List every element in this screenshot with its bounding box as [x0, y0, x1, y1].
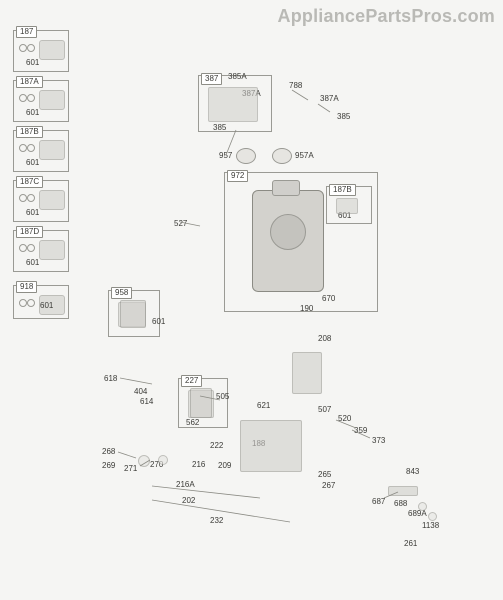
inset-box-label-387: 387: [201, 73, 222, 85]
misc-part: [428, 512, 437, 521]
tank-neck: [272, 180, 300, 196]
part-number: 209: [218, 462, 231, 470]
callout-num: 562: [186, 419, 199, 427]
misc-part: [292, 352, 322, 394]
inset-part: [208, 87, 258, 122]
callout-num: 601: [26, 209, 39, 217]
watermark: AppliancePartsPros.com: [278, 6, 495, 27]
part-number: 359: [354, 427, 367, 435]
part-number: 614: [140, 398, 153, 406]
side-box-label-187B: 187B: [16, 126, 43, 138]
inset-box-label-958: 958: [111, 287, 132, 299]
part-number: 527: [174, 220, 187, 228]
part-number: 520: [338, 415, 351, 423]
hose-section: [39, 40, 65, 60]
hose-clip-icon: [19, 144, 27, 152]
misc-part: [240, 420, 302, 472]
part-number: 261: [404, 540, 417, 548]
misc-part: [418, 502, 427, 511]
part-number: 269: [102, 462, 115, 470]
part-number: 621: [257, 402, 270, 410]
hose-clip-icon: [27, 299, 35, 307]
side-box-label-918: 918: [16, 281, 37, 293]
part-number: 271: [124, 465, 137, 473]
hose-clip-icon: [19, 299, 27, 307]
side-box-label-187D: 187D: [16, 226, 43, 238]
cap-num: 957A: [295, 152, 314, 160]
hose-clip-icon: [27, 194, 35, 202]
part-number: 208: [318, 335, 331, 343]
misc-part: [138, 455, 150, 467]
hose-section: [39, 240, 65, 260]
main-tank-label: 972: [227, 170, 248, 182]
hose-clip-icon: [27, 144, 35, 152]
hose-section: [39, 190, 65, 210]
part-number: 618: [104, 375, 117, 383]
hose-clip-icon: [27, 44, 35, 52]
side-box-label-187C: 187C: [16, 176, 43, 188]
part-number: 507: [318, 406, 331, 414]
misc-part: [158, 455, 168, 465]
fuel-cap: [272, 148, 292, 164]
part-number: 788: [289, 82, 302, 90]
callout-num: 601: [26, 259, 39, 267]
hose-clip-icon: [19, 44, 27, 52]
part-number: 216: [192, 461, 205, 469]
hose-section: [39, 90, 65, 110]
part-number: 687: [372, 498, 385, 506]
fuel-cap: [236, 148, 256, 164]
hose-clip-icon: [19, 244, 27, 252]
callout-num: 601: [26, 59, 39, 67]
callout-num: 601: [26, 109, 39, 117]
callout-num: 505: [216, 393, 229, 401]
callout-num: 601: [152, 318, 165, 326]
callout-num: 385: [213, 124, 226, 132]
misc-part: [120, 300, 146, 328]
part-number: 404: [134, 388, 147, 396]
part-number: 387A: [320, 95, 339, 103]
tank-boss: [270, 214, 306, 250]
side-box-label-187: 187: [16, 26, 37, 38]
part-number: 670: [322, 295, 335, 303]
callout-num: 601: [40, 302, 53, 310]
callout-num: 601: [26, 159, 39, 167]
part-number: 190: [300, 305, 313, 313]
part-number: 689A: [408, 510, 427, 518]
misc-part: [388, 486, 418, 496]
part-number: 265: [318, 471, 331, 479]
cap-num: 957: [219, 152, 232, 160]
part-number: 373: [372, 437, 385, 445]
inset-box-label-227: 227: [181, 375, 202, 387]
part-number: 843: [406, 468, 419, 476]
part-number: 688: [394, 500, 407, 508]
part-number: 216A: [176, 481, 195, 489]
part-number: 232: [210, 517, 223, 525]
part-number: 202: [182, 497, 195, 505]
part-number: 1138: [422, 522, 439, 530]
hose-section: [39, 140, 65, 160]
callout-num: 385A: [228, 73, 247, 81]
hose-clip-icon: [19, 94, 27, 102]
part-number: 268: [102, 448, 115, 456]
hose-clip-icon: [19, 194, 27, 202]
hose-clip-icon: [27, 94, 35, 102]
part-number: 385: [337, 113, 350, 121]
hose-clip-icon: [27, 244, 35, 252]
part-number: 222: [210, 442, 223, 450]
side-box-label-187A: 187A: [16, 76, 43, 88]
misc-part: [190, 388, 212, 418]
diagram-canvas: AppliancePartsPros.com 187 601 187A 601 187B…: [0, 0, 503, 600]
part-number: 267: [322, 482, 335, 490]
